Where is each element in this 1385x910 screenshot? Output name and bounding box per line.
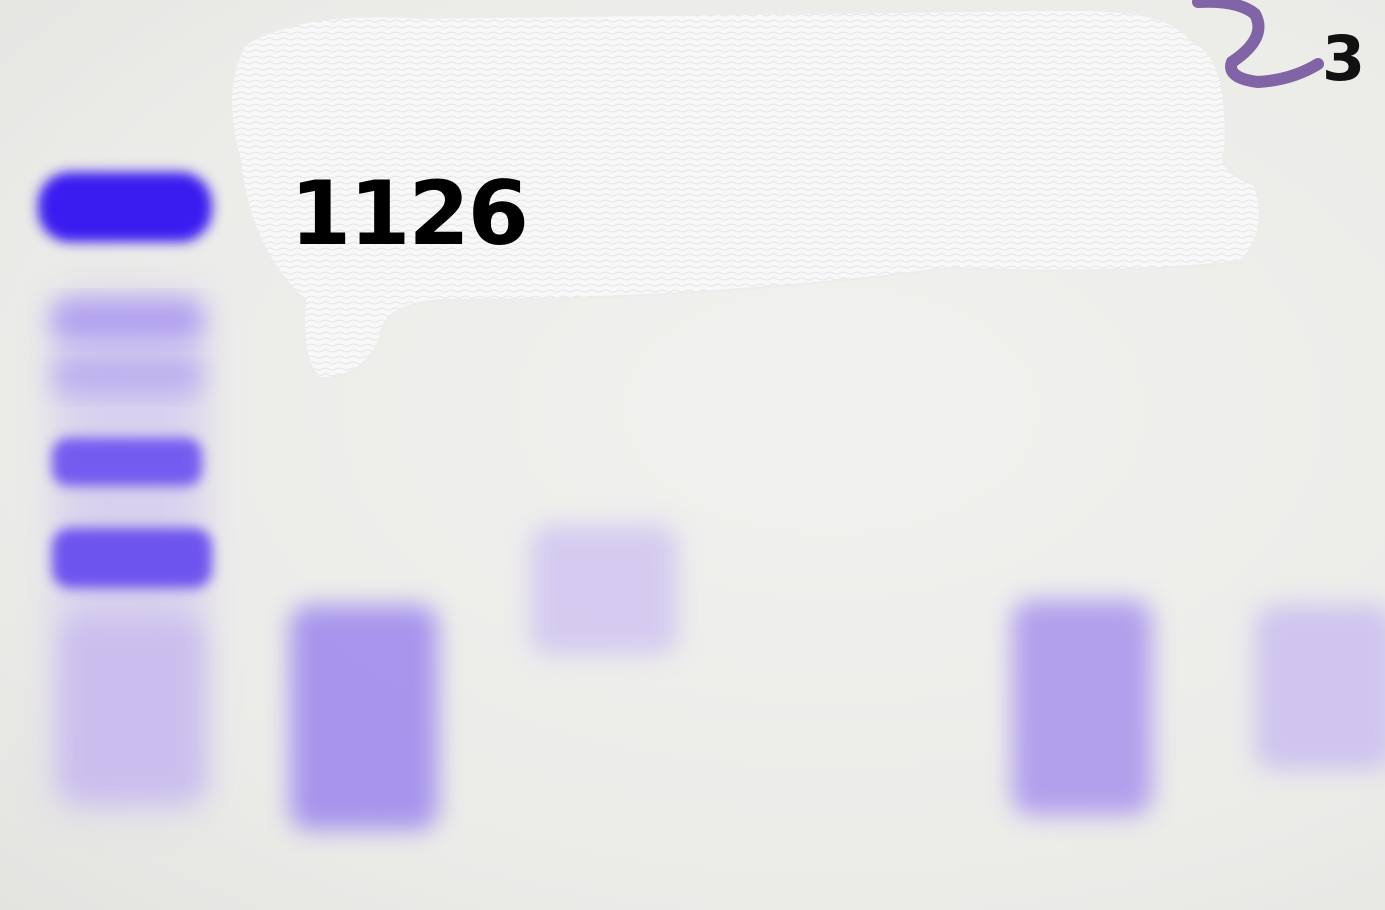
sample-band-lane2	[290, 605, 438, 830]
lane-number-mark: 3	[1322, 22, 1366, 95]
marker-pen-squiggle	[1192, 0, 1324, 89]
sample-band-lane6	[1255, 605, 1385, 770]
sample-band-lane5	[1012, 600, 1152, 815]
sample-label: 1126	[290, 162, 529, 265]
marker-band-top	[38, 172, 212, 242]
redaction-smear	[230, 8, 1261, 380]
marker-lane	[38, 172, 212, 810]
marker-band	[52, 438, 202, 486]
marker-band	[60, 620, 205, 800]
sample-band-lane3	[530, 525, 678, 655]
marker-band	[52, 355, 202, 395]
marker-band	[52, 528, 212, 588]
marker-band	[52, 300, 202, 340]
